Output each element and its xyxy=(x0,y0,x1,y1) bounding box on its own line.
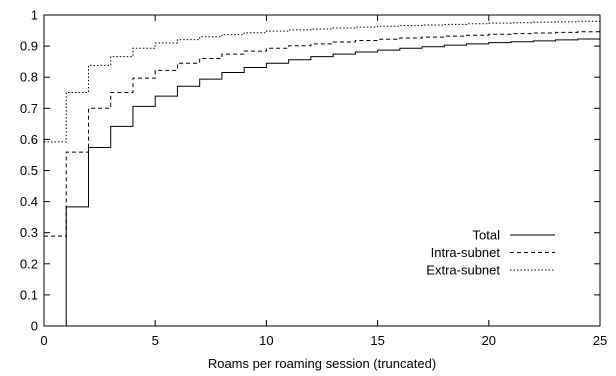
y-tick-label: 0.5 xyxy=(20,163,38,178)
series-line-intra-subnet xyxy=(44,31,601,237)
x-tick-label: 0 xyxy=(40,333,47,348)
y-tick-label: 0.8 xyxy=(20,70,38,85)
legend-label-intra-subnet: Intra-subnet xyxy=(431,245,501,260)
y-tick-label: 0.2 xyxy=(20,256,38,271)
y-tick-label: 0.7 xyxy=(20,101,38,116)
plot-frame xyxy=(43,14,601,327)
legend: Total Intra-subnet Extra-subnet xyxy=(426,228,555,278)
y-tick-label: 1 xyxy=(31,8,38,23)
x-tick-label: 20 xyxy=(482,333,496,348)
x-tick-label: 15 xyxy=(370,333,384,348)
x-tick-label: 10 xyxy=(259,333,273,348)
x-tick-label: 25 xyxy=(593,333,607,348)
legend-label-extra-subnet: Extra-subnet xyxy=(426,263,500,278)
axis-ticks xyxy=(43,14,601,327)
x-tick-label: 5 xyxy=(152,333,159,348)
x-axis-label: Roams per roaming session (truncated) xyxy=(208,356,436,371)
y-tick-label: 0.9 xyxy=(20,39,38,54)
axis-tick-labels: 0 5 10 15 20 25 0 0.1 0.2 0.3 0.4 0.5 0.6 0.7 0.8 0.9 1 xyxy=(20,8,607,349)
y-tick-label: 0 xyxy=(31,319,38,334)
series-line-total xyxy=(65,38,601,326)
series-line-extra-subnet xyxy=(44,20,601,143)
legend-label-total: Total xyxy=(473,228,501,243)
y-tick-label: 0.6 xyxy=(20,132,38,147)
series-lines xyxy=(44,20,601,326)
y-tick-label: 0.4 xyxy=(20,194,38,209)
y-tick-label: 0.3 xyxy=(20,225,38,240)
y-tick-label: 0.1 xyxy=(20,287,38,302)
